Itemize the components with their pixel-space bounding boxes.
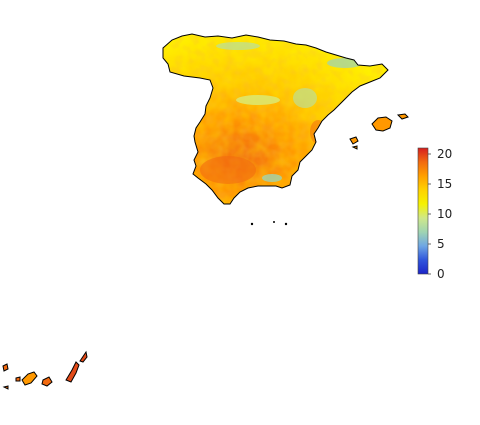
legend-color-bar: [418, 148, 428, 274]
pyrenees-cool-zone: [327, 58, 363, 68]
tenerife: [22, 372, 37, 385]
legend-tick-label: 20: [437, 147, 452, 161]
legend-tick-label: 15: [437, 177, 452, 191]
la-palma: [3, 364, 8, 371]
central-system-cool-zone: [236, 95, 280, 105]
gran-canaria: [42, 377, 52, 386]
color-legend: 20 15 10 5 0: [418, 147, 452, 281]
valencia-warm-zone: [310, 120, 326, 144]
canary-islands: [3, 352, 87, 389]
enclave-islet: [273, 221, 275, 223]
lanzarote: [80, 352, 87, 362]
north-africa-enclaves: [251, 221, 287, 225]
mallorca: [372, 117, 392, 131]
ibiza: [350, 137, 358, 144]
legend-tick-label: 0: [437, 267, 445, 281]
formentera: [353, 146, 357, 149]
peninsula-region: [160, 30, 395, 210]
sierra-nevada-cool-zone: [262, 174, 282, 182]
la-gomera: [16, 377, 20, 381]
legend-tick-label: 10: [437, 207, 452, 221]
legend-ticks: 20 15 10 5 0: [428, 147, 452, 281]
fuerteventura: [66, 362, 79, 382]
legend-tick-label: 5: [437, 237, 445, 251]
iberian-system-cool-zone: [293, 88, 317, 108]
guadalquivir-warm-zone: [200, 156, 256, 184]
menorca: [398, 114, 408, 119]
cantabrian-cool-zone: [216, 42, 260, 50]
melilla: [285, 223, 287, 225]
el-hierro: [4, 386, 8, 389]
balearic-islands: [350, 114, 408, 149]
ceuta: [251, 223, 253, 225]
